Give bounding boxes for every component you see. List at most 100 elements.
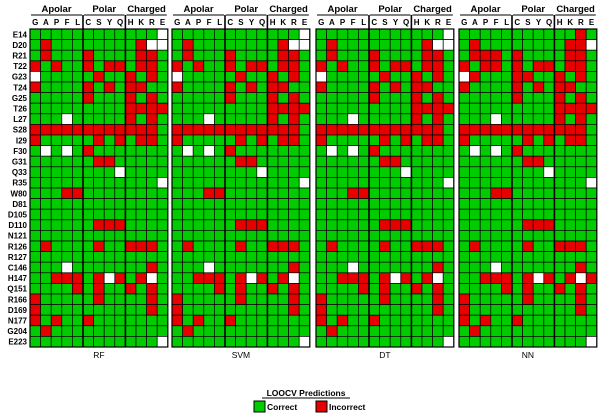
cell-empty: [298, 336, 311, 348]
cell-incorrect: [458, 81, 470, 93]
cell-correct: [182, 272, 194, 284]
cell-correct: [93, 102, 105, 115]
cell-correct: [336, 71, 349, 83]
cell-correct: [490, 304, 502, 316]
cell-correct: [103, 177, 116, 189]
cell-correct: [114, 325, 126, 337]
column-label-c: C: [371, 18, 377, 27]
cell-correct: [347, 283, 359, 295]
cell-incorrect: [203, 272, 215, 284]
panel-name-dt: DT: [379, 350, 390, 360]
cell-incorrect: [564, 49, 576, 62]
cell-correct: [135, 92, 147, 104]
cell-incorrect: [326, 325, 338, 337]
cell-correct: [214, 81, 226, 93]
cell-correct: [267, 49, 279, 62]
cell-correct: [288, 208, 300, 221]
cell-incorrect: [400, 134, 412, 146]
cell-correct: [214, 304, 226, 316]
cell-correct: [214, 60, 226, 72]
cell-correct: [245, 92, 258, 104]
cell-incorrect: [554, 102, 566, 115]
cell-correct: [235, 145, 247, 157]
cell-correct: [135, 283, 147, 295]
cell-correct: [40, 219, 52, 231]
cell-incorrect: [146, 293, 158, 305]
group-label-charged: Charged: [413, 4, 452, 15]
cell-incorrect: [575, 92, 587, 104]
cell-correct: [326, 283, 338, 295]
cell-empty: [585, 39, 598, 51]
cell-incorrect: [171, 60, 183, 72]
cell-correct: [224, 155, 236, 168]
cell-correct: [156, 293, 169, 305]
cell-incorrect: [224, 124, 236, 136]
cell-correct: [336, 92, 349, 104]
cell-correct: [224, 219, 236, 231]
cell-correct: [125, 134, 137, 146]
cell-correct: [214, 71, 226, 83]
cell-correct: [336, 81, 349, 93]
cell-correct: [400, 155, 412, 168]
cell-incorrect: [554, 113, 566, 125]
cell-correct: [575, 251, 587, 263]
cell-correct: [50, 325, 63, 337]
cell-correct: [171, 187, 183, 199]
cell-correct: [511, 113, 523, 125]
cell-incorrect: [103, 219, 116, 231]
cell-correct: [575, 336, 587, 348]
cell-correct: [82, 166, 94, 178]
cell-correct: [458, 336, 470, 348]
cell-incorrect: [245, 124, 258, 136]
cell-correct: [554, 219, 566, 231]
cell-correct: [203, 60, 215, 72]
cell-correct: [103, 166, 116, 178]
cell-correct: [585, 166, 598, 178]
cell-correct: [298, 261, 311, 274]
cell-correct: [532, 71, 545, 83]
cell-incorrect: [267, 240, 279, 252]
cell-correct: [29, 251, 41, 263]
cell-incorrect: [358, 187, 370, 199]
cell-correct: [156, 49, 169, 62]
cell-correct: [93, 208, 105, 221]
cell-empty: [326, 145, 338, 157]
cell-correct: [400, 261, 412, 274]
cell-correct: [543, 39, 555, 51]
cell-correct: [135, 71, 147, 83]
cell-correct: [245, 187, 258, 199]
cell-correct: [315, 49, 327, 62]
cell-correct: [421, 187, 433, 199]
cell-empty: [114, 166, 126, 178]
cell-incorrect: [125, 92, 137, 104]
cell-correct: [400, 187, 412, 199]
cell-correct: [288, 219, 300, 231]
cell-correct: [358, 198, 370, 210]
cell-correct: [40, 166, 52, 178]
cell-correct: [82, 272, 94, 284]
cell-correct: [389, 102, 402, 115]
cell-incorrect: [182, 124, 194, 136]
cell-incorrect: [421, 240, 433, 252]
cell-correct: [214, 293, 226, 305]
cell-correct: [114, 251, 126, 263]
cell-incorrect: [192, 124, 205, 136]
cell-incorrect: [256, 60, 268, 72]
cell-correct: [575, 314, 587, 327]
cell-correct: [347, 134, 359, 146]
cell-correct: [114, 261, 126, 274]
cell-correct: [511, 304, 523, 316]
cell-correct: [298, 293, 311, 305]
cell-correct: [336, 325, 349, 337]
cell-correct: [432, 177, 444, 189]
cell-incorrect: [50, 314, 63, 327]
cell-correct: [50, 102, 63, 115]
cell-correct: [61, 251, 73, 263]
cell-incorrect: [50, 272, 63, 284]
cell-correct: [82, 28, 94, 40]
cell-correct: [479, 155, 492, 168]
cell-incorrect: [315, 314, 327, 327]
cell-empty: [432, 272, 444, 284]
cell-correct: [336, 102, 349, 115]
cell-correct: [125, 230, 137, 242]
